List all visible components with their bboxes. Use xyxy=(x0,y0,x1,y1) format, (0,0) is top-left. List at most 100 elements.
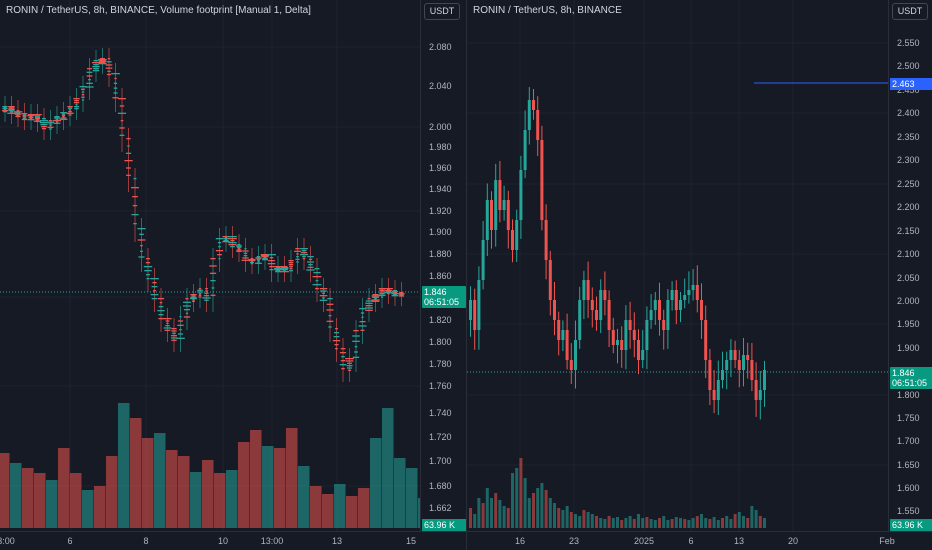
footprint-cell xyxy=(27,114,35,116)
footprint-cell xyxy=(255,262,262,264)
volume-bar xyxy=(758,516,762,528)
footprint-cell xyxy=(393,294,397,296)
footprint-cell xyxy=(280,267,289,269)
footprint-cell xyxy=(171,330,177,332)
candle-body xyxy=(637,340,640,360)
footprint-cell xyxy=(111,73,120,75)
footprint-cell xyxy=(261,256,269,258)
footprint-cell xyxy=(300,248,308,250)
footprint-cell xyxy=(269,257,274,259)
footprint-cell xyxy=(140,250,143,252)
currency-button[interactable]: USDT xyxy=(892,3,928,20)
footprint-cell xyxy=(192,300,195,302)
price-tick-label: 1.880 xyxy=(429,249,452,259)
footprint-cell xyxy=(49,125,52,127)
footprint-cell xyxy=(302,258,306,260)
volume-bar xyxy=(649,519,653,528)
candle-body xyxy=(645,320,649,350)
footprint-cell xyxy=(190,298,197,300)
volume-bar xyxy=(370,438,382,528)
footprint-cell xyxy=(256,256,261,258)
candle-body xyxy=(599,290,603,320)
footprint-cell xyxy=(146,274,150,276)
footprint-cell xyxy=(146,258,150,260)
volume-bar xyxy=(166,450,178,528)
candle-body xyxy=(733,350,737,360)
footprint-cell xyxy=(249,262,255,264)
footprint-chart-pane[interactable]: RONIN / TetherUS, 8h, BINANCE, Volume fo… xyxy=(0,0,466,550)
footprint-cell xyxy=(21,113,28,115)
footprint-cell xyxy=(302,256,306,258)
footprint-cell xyxy=(267,254,276,256)
candlestick-plot-area[interactable] xyxy=(467,0,888,532)
price-tick-label: 2.050 xyxy=(897,273,920,283)
volume-bar xyxy=(346,496,358,528)
footprint-cell xyxy=(190,296,197,298)
price-tick-label: 1.680 xyxy=(429,481,452,491)
time-tick-label: 13 xyxy=(331,536,343,546)
currency-button[interactable]: USDT xyxy=(424,3,460,20)
footprint-cell xyxy=(307,266,314,268)
footprint-cell xyxy=(224,239,228,241)
candle-body xyxy=(523,130,527,170)
footprint-cell xyxy=(75,104,78,106)
footprint-cell xyxy=(68,111,72,113)
footprint-cell xyxy=(3,109,7,111)
footprint-cell xyxy=(306,269,315,271)
candle-body xyxy=(750,360,754,380)
time-tick-label: 10 xyxy=(217,536,229,546)
footprint-cell xyxy=(209,265,217,267)
candle-body xyxy=(561,330,565,340)
volume-bar xyxy=(624,518,628,528)
candle-body xyxy=(532,100,535,110)
volume-bar xyxy=(569,512,573,528)
candle-body xyxy=(565,330,569,360)
price-axis[interactable]: 2.080 2.040 2.000 1.980 1.960 1.940 1.920 1.900… xyxy=(420,0,467,532)
candle-body xyxy=(586,280,590,300)
footprint-cell xyxy=(192,299,195,301)
footprint-cell xyxy=(280,271,289,273)
footprint-cell xyxy=(2,108,8,110)
candle-body xyxy=(485,200,489,240)
footprint-cell xyxy=(138,256,145,258)
candle-body xyxy=(725,360,729,370)
volume-bar xyxy=(214,473,226,528)
footprint-cell xyxy=(150,278,159,280)
footprint-cell xyxy=(140,245,143,247)
time-axis[interactable]: 3:00 6 8 10 13:00 13 15 xyxy=(0,531,466,550)
footprint-cell xyxy=(177,320,184,322)
footprint-cell xyxy=(68,114,72,116)
footprint-cell xyxy=(164,329,171,331)
footprint-cell xyxy=(333,336,340,338)
candle-body xyxy=(729,350,733,360)
volume-bar xyxy=(226,470,238,528)
footprint-cell xyxy=(250,263,254,265)
volume-bar xyxy=(0,453,10,528)
volume-bar xyxy=(750,506,754,528)
footprint-cell xyxy=(16,110,20,112)
footprint-plot-area[interactable] xyxy=(0,0,420,532)
footprint-cell xyxy=(378,294,386,296)
time-axis[interactable]: 16 23 2025 6 13 20 Feb xyxy=(467,531,932,550)
footprint-cell xyxy=(275,270,281,272)
footprint-cell xyxy=(118,98,126,100)
footprint-cell xyxy=(127,145,130,147)
price-tick-label: 2.200 xyxy=(897,202,920,212)
volume-bar xyxy=(274,448,286,528)
candle-body xyxy=(502,200,506,210)
candle-body xyxy=(611,330,615,345)
volume-bar xyxy=(142,438,154,528)
footprint-cell xyxy=(345,358,354,360)
candlestick-chart-pane[interactable]: RONIN / TetherUS, 8h, BINANCE 2.550 2.500… xyxy=(466,0,932,550)
volume-bar xyxy=(695,516,699,528)
footprint-cell xyxy=(301,250,307,252)
footprint-cell xyxy=(365,307,373,309)
footprint-cell xyxy=(244,248,247,250)
price-axis[interactable]: 2.550 2.500 2.450 2.400 2.350 2.300 2.250 2.200… xyxy=(888,0,932,532)
footprint-cell xyxy=(341,368,345,370)
footprint-cell xyxy=(165,320,170,322)
candle-body xyxy=(536,110,540,140)
candle-body xyxy=(632,330,636,340)
footprint-cell xyxy=(98,61,107,63)
footprint-cell xyxy=(222,241,230,243)
